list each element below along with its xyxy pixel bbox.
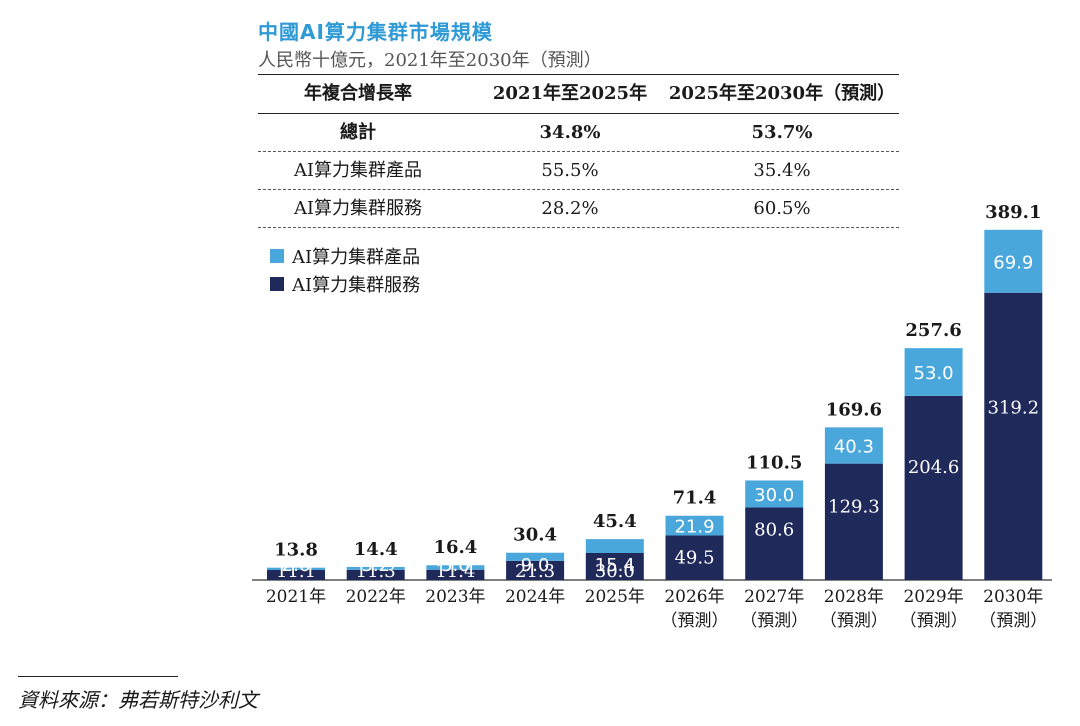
x-tick-label: 2027年	[744, 587, 804, 607]
x-tick-label: 2022年	[346, 587, 406, 607]
bar-services	[984, 292, 1043, 580]
cagr-row-products: AI算力集群產品 55.5% 35.4%	[258, 152, 899, 190]
x-tick-label: 2021年	[266, 587, 326, 607]
cagr-value: 53.7%	[751, 122, 813, 143]
bar-services	[904, 395, 963, 580]
x-tick-label: 2023年	[425, 587, 485, 607]
bar-products	[346, 566, 405, 570]
x-tick-sublabel: （預測）	[900, 611, 968, 631]
bar-services	[267, 570, 325, 580]
data-label-products: 30.0	[754, 485, 794, 506]
data-label-services: 204.6	[908, 457, 960, 478]
data-label-products: 15.4	[595, 555, 635, 576]
cagr-header-period1: 2021年至2025年	[492, 83, 648, 104]
data-label-total: 14.4	[354, 539, 398, 560]
stacked-bar-chart: 11.12.613.82021年11.33.214.42022年11.45.01…	[252, 202, 1052, 631]
data-label-products: 3.2	[361, 555, 390, 576]
bar-products	[665, 515, 724, 536]
cagr-table: 年複合增長率 2021年至2025年 2025年至2030年（預測） 總計 34…	[258, 74, 899, 228]
cagr-row-label: 總計	[340, 122, 376, 143]
legend-item-products: AI算力集群產品	[270, 242, 420, 270]
data-label-services: 129.3	[828, 497, 880, 518]
cagr-value: 35.4%	[753, 160, 811, 181]
bar-services	[426, 569, 485, 580]
data-label-services: 30.0	[595, 561, 635, 582]
data-label-services: 11.3	[356, 561, 396, 582]
data-label-total: 169.6	[826, 399, 882, 420]
cagr-header-period2: 2025年至2030年（預測）	[668, 83, 896, 104]
bar-services	[745, 507, 804, 580]
x-tick-sublabel: （預測）	[820, 611, 888, 631]
cagr-value: 34.8%	[539, 122, 601, 143]
bar-services	[346, 569, 405, 580]
bar-products	[745, 480, 804, 508]
cagr-row-services: AI算力集群服務 28.2% 60.5%	[258, 190, 899, 228]
bar-products	[426, 565, 485, 570]
data-label-products: 69.9	[993, 252, 1033, 273]
x-tick-sublabel: （預測）	[661, 611, 729, 631]
cagr-value: 55.5%	[541, 160, 599, 181]
data-label-total: 45.4	[593, 511, 637, 532]
data-label-services: 11.4	[435, 561, 475, 582]
legend-swatch-products	[270, 249, 284, 263]
data-label-total: 13.8	[274, 540, 318, 561]
x-tick-label: 2030年	[983, 587, 1043, 607]
cagr-value: 60.5%	[753, 198, 811, 219]
x-tick-label: 2028年	[824, 587, 884, 607]
data-label-services: 49.5	[674, 547, 714, 568]
x-tick-label: 2024年	[505, 587, 565, 607]
data-label-services: 80.6	[754, 519, 794, 540]
cagr-row-label: AI算力集群產品	[293, 160, 423, 181]
x-tick-label: 2029年	[903, 587, 963, 607]
chart-title: 中國AI算力集群市場規模	[258, 20, 493, 44]
data-label-total: 30.4	[513, 525, 557, 546]
bar-services	[506, 560, 565, 580]
bar-products	[585, 539, 644, 553]
x-tick-sublabel: （預測）	[740, 611, 808, 631]
data-label-total: 16.4	[433, 537, 477, 558]
cagr-value: 28.2%	[541, 198, 599, 219]
data-label-products: 9.0	[521, 555, 550, 576]
data-label-products: 2.6	[282, 555, 311, 576]
cagr-header-label: 年複合增長率	[304, 83, 412, 104]
bar-products	[904, 348, 963, 396]
data-label-services: 21.3	[515, 561, 555, 582]
legend-item-services: AI算力集群服務	[270, 270, 420, 298]
data-label-total: 389.1	[985, 202, 1041, 223]
source-divider	[18, 676, 178, 677]
bar-services	[824, 463, 883, 580]
data-label-services: 11.1	[276, 561, 316, 582]
data-label-total: 110.5	[746, 452, 802, 473]
data-label-products: 53.0	[914, 363, 954, 384]
data-label-total: 257.6	[905, 320, 961, 341]
source-note: 資料來源：弗若斯特沙利文	[18, 688, 258, 712]
x-tick-sublabel: （預測）	[979, 611, 1047, 631]
legend-label-products: AI算力集群產品	[292, 247, 421, 268]
bar-products	[267, 567, 325, 571]
cagr-row-total: 總計 34.8% 53.7%	[258, 114, 899, 152]
bar-services	[585, 553, 644, 580]
bar-products	[984, 229, 1043, 293]
bar-products	[824, 427, 883, 464]
data-label-products: 21.9	[674, 517, 714, 538]
bar-products	[506, 552, 565, 561]
chart-subtitle: 人民幣十億元，2021年至2030年（預測）	[258, 50, 602, 71]
data-label-products: 5.0	[441, 555, 470, 576]
data-label-products: 40.3	[834, 436, 874, 457]
cagr-header-row: 年複合增長率 2021年至2025年 2025年至2030年（預測）	[258, 74, 899, 114]
cagr-row-label: AI算力集群服務	[293, 198, 423, 219]
chart-legend: AI算力集群產品 AI算力集群服務	[270, 242, 420, 298]
legend-label-services: AI算力集群服務	[292, 275, 421, 296]
x-tick-label: 2026年	[664, 587, 724, 607]
data-label-total: 71.4	[673, 488, 717, 509]
x-tick-label: 2025年	[585, 587, 645, 607]
legend-swatch-services	[270, 277, 284, 291]
data-label-services: 319.2	[988, 397, 1040, 418]
bar-services	[665, 535, 724, 580]
